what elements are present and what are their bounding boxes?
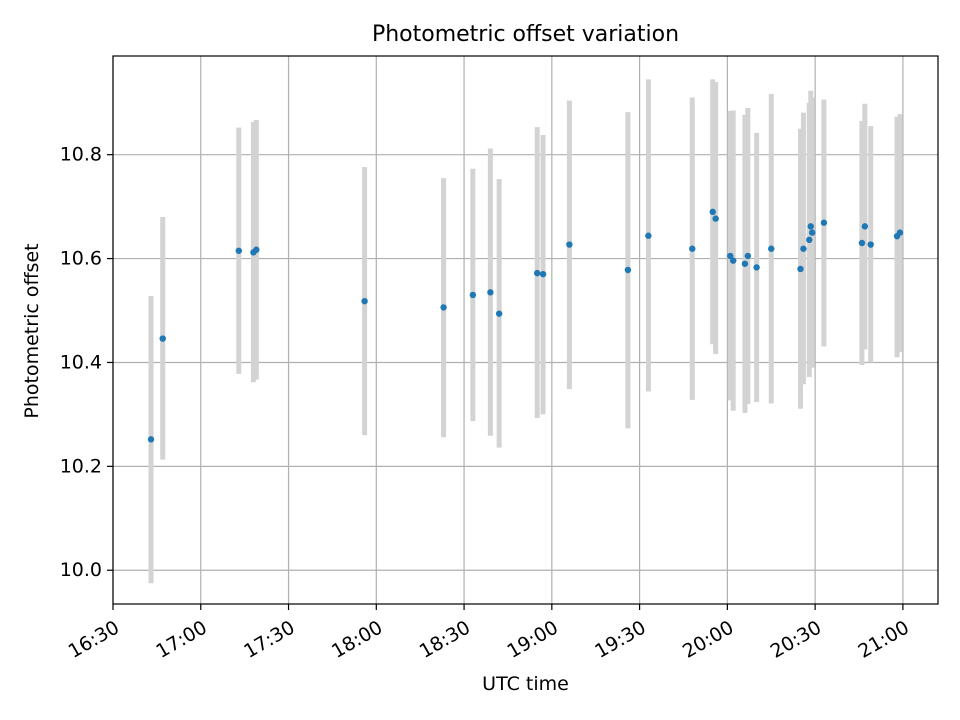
data-point xyxy=(727,252,734,260)
data-point xyxy=(800,245,807,252)
data-point xyxy=(867,241,874,248)
data-point xyxy=(741,260,749,267)
x-tick-layer: 16:30 17:00 17:30 18:00 18:30 19:00 19:30 20:00… xyxy=(65,604,913,663)
x-tick-label: 17:30 xyxy=(240,616,298,662)
data-point xyxy=(768,245,775,252)
x-tick-label: 21:00 xyxy=(855,616,913,662)
data-point xyxy=(809,229,816,236)
data-point xyxy=(534,269,541,277)
data-point xyxy=(797,265,804,273)
data-point xyxy=(744,252,752,260)
data-point xyxy=(440,304,447,311)
data-point xyxy=(807,223,814,230)
x-tick-label: 19:00 xyxy=(504,616,562,662)
chart-title: Photometric offset variation xyxy=(371,22,680,47)
data-point xyxy=(861,223,869,230)
point-layer xyxy=(147,208,904,443)
data-point xyxy=(806,236,813,244)
data-point xyxy=(469,291,477,299)
x-axis-label: UTC time xyxy=(482,673,569,695)
plot-frame xyxy=(112,55,939,605)
data-point xyxy=(487,289,494,296)
y-tick-label: 10.6 xyxy=(60,248,102,270)
x-tick-label: 19:30 xyxy=(591,616,649,662)
data-point xyxy=(645,232,652,239)
x-tick-label: 16:30 xyxy=(65,616,123,662)
y-tick-layer: 10.0 10.2 10.4 10.6 10.8 xyxy=(60,144,113,581)
data-point xyxy=(253,246,260,253)
data-point xyxy=(689,245,696,252)
x-tick-label: 17:00 xyxy=(152,616,210,662)
x-tick-label: 20:00 xyxy=(679,616,737,662)
data-point xyxy=(361,297,368,305)
data-point xyxy=(730,257,737,264)
data-point xyxy=(896,229,904,236)
data-point xyxy=(624,266,632,274)
data-point xyxy=(147,436,155,443)
data-point xyxy=(712,215,719,222)
data-point xyxy=(820,219,828,226)
y-tick-label: 10.2 xyxy=(60,455,102,477)
data-point xyxy=(539,270,547,278)
y-tick-label: 10.8 xyxy=(60,144,102,166)
y-tick-label: 10.4 xyxy=(60,351,102,373)
data-point xyxy=(858,239,866,247)
error-bar-layer xyxy=(148,79,903,584)
x-tick-label: 18:30 xyxy=(416,616,474,662)
data-point xyxy=(566,241,573,248)
data-point xyxy=(235,247,242,254)
x-tick-label: 18:00 xyxy=(328,616,386,662)
data-point xyxy=(753,264,760,271)
data-point xyxy=(709,208,716,216)
data-point xyxy=(495,310,503,317)
y-tick-label: 10.0 xyxy=(60,559,102,581)
data-point xyxy=(159,335,166,342)
x-tick-label: 20:30 xyxy=(767,616,825,662)
